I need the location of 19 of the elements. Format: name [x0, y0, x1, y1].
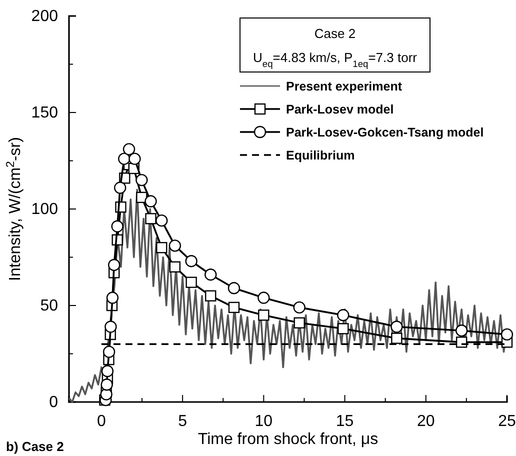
- x-axis-title: Time from shock front, μs: [198, 431, 378, 448]
- x-tick-label: 0: [96, 412, 106, 430]
- x-tick-label: 5: [178, 412, 188, 430]
- annotation: U$_{eq}$=4.83 km/s, P$_{1eq}$=7.3 torr: [252, 50, 418, 69]
- legend-label: Park-Losev-Gokcen-Tsang model: [286, 126, 484, 140]
- x-tick-label: 15: [336, 412, 354, 430]
- annotation: Case 2: [314, 26, 356, 41]
- x-tick-label: 10: [254, 412, 273, 430]
- x-tick-label: 25: [498, 412, 516, 430]
- text: b) Case 2: [6, 439, 64, 454]
- legend-label: Present experiment: [286, 80, 403, 94]
- y-tick-label: 200: [31, 8, 58, 26]
- y-tick-label: 150: [31, 104, 58, 122]
- y-tick-label: 0: [49, 394, 58, 412]
- y-tick-label: 100: [31, 201, 58, 218]
- x-tick-label: 20: [416, 412, 435, 430]
- legend-label: Equilibrium: [286, 148, 355, 162]
- legend-label: Park-Losev model: [286, 102, 394, 116]
- y-tick-label: 50: [40, 298, 58, 315]
